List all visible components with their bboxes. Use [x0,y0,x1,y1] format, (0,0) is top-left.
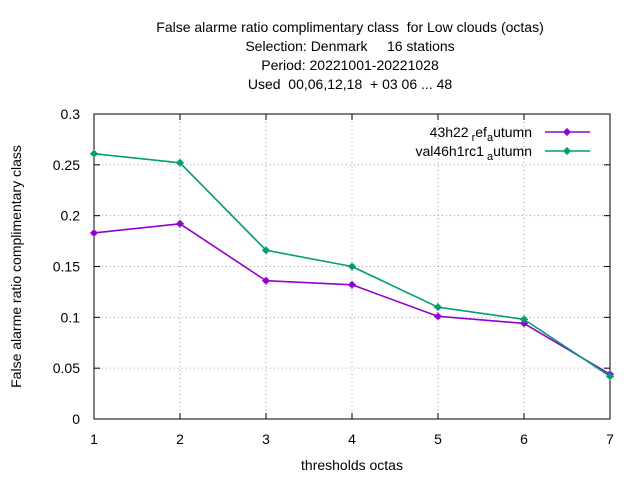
data-point [262,246,270,255]
y-tick-label: 0 [72,411,80,427]
legend-item-1: 43h22 refautumn [430,124,590,144]
legend-item-2: val46h1rc1 autumn [415,143,590,163]
legend-label-part: utumn [493,143,532,159]
title-line-4: Used 00,06,12,18 + 03 06 ... 48 [247,76,453,92]
y-tick-label: 0.25 [53,157,80,173]
title-line-2: Selection: Denmark 16 stations [245,38,455,54]
legend-label-part: utumn [493,124,532,140]
y-tick-label: 0.1 [61,309,81,325]
x-tick-label: 6 [520,431,528,447]
data-point [434,312,442,321]
y-axis-label: False alarme ratio complimentary class [8,145,24,388]
legend-label: val46h1rc1 autumn [415,143,532,163]
x-tick-label: 3 [262,431,270,447]
data-point [90,228,98,237]
data-point [348,280,356,289]
title-line-3: Period: 20221001-20221028 [261,57,439,73]
x-axis-label: thresholds octas [301,457,403,473]
data-point [348,262,356,271]
data-point [90,149,98,158]
data-point [262,276,270,285]
axis-ticks: 0 0.05 0.1 0.15 0.2 0.25 0.3 1 2 3 4 5 6 7 [53,106,614,447]
legend-marker [563,128,571,136]
y-tick-label: 0.05 [53,360,80,376]
y-tick-label: 0.15 [53,259,80,275]
legend-label-part: r [472,132,476,144]
x-tick-label: 2 [176,431,184,447]
legend-label: 43h22 refautumn [430,124,532,144]
data-point [606,372,614,381]
series-layer [90,149,614,381]
series-1 [90,219,614,379]
x-tick-label: 7 [606,431,614,447]
x-tick-label: 4 [348,431,356,447]
legend-label-part: val46h1rc1 [415,143,484,159]
x-tick-label: 1 [90,431,98,447]
legend-label-part: a [487,132,494,144]
data-point [520,315,528,324]
data-point [176,219,184,228]
data-point [176,158,184,167]
x-tick-label: 5 [434,431,442,447]
title-line-1: False alarme ratio complimentary class f… [156,19,544,35]
data-point [434,303,442,312]
legend-label-part: 43h22 [430,124,469,140]
y-tick-label: 0.2 [61,208,81,224]
legend-label-part: ef [475,124,487,140]
legend-label-part: a [487,151,494,163]
legend-marker [563,147,571,155]
series-2 [90,149,614,381]
y-tick-label: 0.3 [61,106,81,122]
